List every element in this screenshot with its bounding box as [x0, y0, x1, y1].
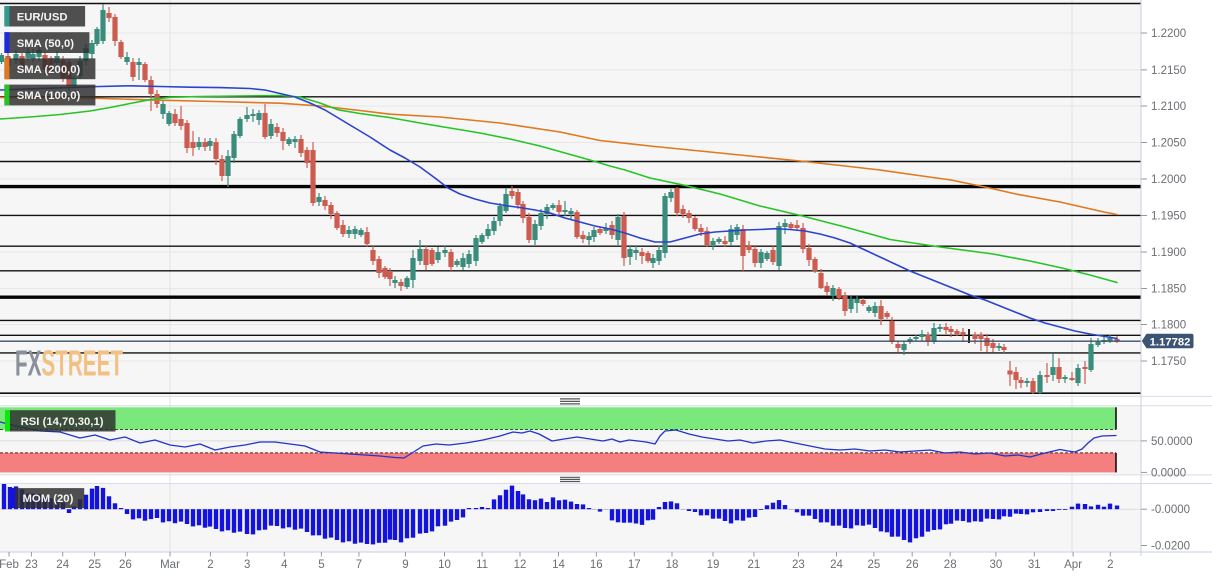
- svg-text:16: 16: [590, 559, 603, 571]
- svg-text:28: 28: [944, 559, 957, 571]
- svg-text:1.17782: 1.17782: [1150, 336, 1191, 348]
- svg-text:11: 11: [476, 559, 488, 571]
- svg-text:MOM (20): MOM (20): [23, 493, 74, 505]
- svg-text:24: 24: [830, 559, 843, 571]
- svg-text:17: 17: [628, 559, 641, 571]
- svg-text:1.1850: 1.1850: [1151, 284, 1186, 296]
- svg-text:23: 23: [792, 559, 805, 571]
- svg-text:-0.0200: -0.0200: [1151, 541, 1190, 553]
- svg-text:26: 26: [906, 559, 919, 571]
- svg-text:31: 31: [1028, 559, 1041, 571]
- svg-text:SMA (100,0): SMA (100,0): [17, 90, 81, 102]
- svg-text:2: 2: [207, 559, 213, 571]
- svg-text:1.2050: 1.2050: [1151, 138, 1186, 150]
- svg-text:-0.0000: -0.0000: [1151, 504, 1190, 516]
- svg-text:1.2150: 1.2150: [1151, 65, 1186, 77]
- svg-text:Mar: Mar: [160, 559, 180, 571]
- svg-text:RSI (14,70,30,1): RSI (14,70,30,1): [21, 416, 104, 428]
- svg-text:Apr: Apr: [1064, 559, 1082, 571]
- svg-text:10: 10: [438, 559, 451, 571]
- svg-text:0.0000: 0.0000: [1151, 467, 1186, 479]
- svg-text:EUR/USD: EUR/USD: [17, 11, 68, 23]
- svg-text:Feb: Feb: [0, 559, 19, 571]
- svg-text:SMA (200,0): SMA (200,0): [17, 64, 81, 76]
- svg-text:18: 18: [666, 559, 679, 571]
- svg-text:4: 4: [281, 559, 288, 571]
- svg-text:1.2200: 1.2200: [1151, 28, 1186, 40]
- svg-text:26: 26: [119, 559, 132, 571]
- svg-text:25: 25: [868, 559, 881, 571]
- svg-text:30: 30: [990, 559, 1003, 571]
- svg-text:24: 24: [56, 559, 69, 571]
- svg-text:1.1950: 1.1950: [1151, 211, 1186, 223]
- svg-text:1.1750: 1.1750: [1151, 356, 1186, 368]
- svg-text:14: 14: [552, 559, 565, 571]
- svg-text:19: 19: [707, 559, 720, 571]
- svg-text:12: 12: [514, 559, 527, 571]
- svg-text:21: 21: [748, 559, 761, 571]
- svg-text:25: 25: [88, 559, 101, 571]
- svg-text:7: 7: [356, 559, 362, 571]
- svg-text:2: 2: [1107, 559, 1113, 571]
- svg-text:1.2100: 1.2100: [1151, 101, 1186, 113]
- svg-text:1.1900: 1.1900: [1151, 247, 1186, 259]
- svg-text:SMA (50,0): SMA (50,0): [17, 38, 75, 50]
- svg-text:50.0000: 50.0000: [1151, 436, 1193, 448]
- svg-text:9: 9: [402, 559, 408, 571]
- svg-text:23: 23: [25, 559, 38, 571]
- svg-text:1.2000: 1.2000: [1151, 174, 1186, 186]
- svg-text:3: 3: [244, 559, 250, 571]
- svg-text:1.1800: 1.1800: [1151, 320, 1186, 332]
- svg-text:5: 5: [318, 559, 324, 571]
- svg-text:FXSTREET: FXSTREET: [15, 343, 123, 384]
